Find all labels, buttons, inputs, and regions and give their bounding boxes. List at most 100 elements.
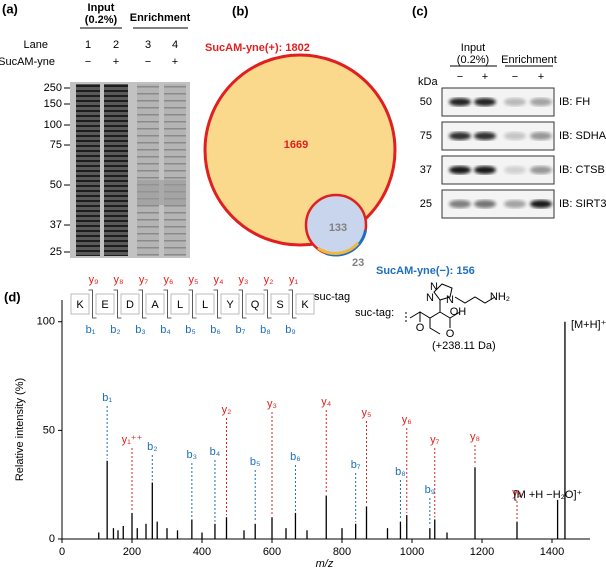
peak-label: y₉ [512,487,522,499]
atom: N [446,294,454,306]
venn-label: SucAM-yne(−): 156 [376,265,475,277]
marker-label: 37 [50,219,62,231]
band [504,98,526,106]
peak-label: b₉ [425,484,435,496]
y-ion: y₆ [164,274,174,286]
panel-label: (d) [4,289,21,304]
residue-box [95,293,115,315]
marker-label: 50 [50,179,62,191]
y-tick-label: 0 [49,533,55,545]
peak-label: b₃ [187,449,198,461]
atom: O [446,328,455,340]
y-tick-label: 100 [37,316,55,328]
probe-sign: + [172,56,178,68]
row-label: SucAM-yne [0,56,55,68]
residue: L [177,299,183,311]
x-axis-label: m/z [316,558,334,570]
cleavage [263,289,272,319]
cleavage [138,289,147,319]
venn-count: 133 [329,222,347,234]
y-ion: y₇ [139,274,149,286]
residue: K [301,299,309,311]
venn-label: SucAM-yne(+): 1802 [205,42,310,54]
probe-sign: + [482,71,488,83]
peak-label: [M+H]⁺ [571,319,606,331]
marker-label: 150 [44,98,62,110]
gel-image [70,82,190,258]
band [449,98,471,106]
peak-label: y₄ [321,396,332,408]
atom: N [430,281,438,293]
cleavage [238,289,247,319]
band [504,166,526,174]
probe-sign: − [85,56,91,68]
marker-label: 25 [50,246,62,258]
cleavage [213,289,222,319]
band [449,132,471,140]
y-tick-label: 50 [43,424,55,436]
band [504,200,526,208]
x-tick-label: 0 [59,546,65,558]
peak-label: y₆ [402,414,412,426]
lane-number: 3 [145,39,151,51]
tag-mass: (+238.11 Da) [432,340,496,352]
band [449,200,471,208]
marker-label: 100 [44,119,62,131]
band [449,166,471,174]
residue: Y [226,299,234,311]
row-label: Lane [24,39,48,51]
residue-box [245,293,265,315]
probe-sign: − [512,71,518,83]
residue-box [120,293,140,315]
residue: Q [251,299,260,311]
peak-label: b₂ [147,441,157,453]
band [474,132,496,140]
x-tick-label: 600 [263,546,281,558]
probe-sign: + [113,56,119,68]
y-ion: y₈ [113,274,123,286]
y-ion: y₃ [239,274,249,286]
header: (0.2%) [85,14,118,26]
band [474,166,496,174]
residue-box [220,293,240,315]
blot-label: IB: SIRT3 [559,198,606,210]
b-ion: b₁ [86,324,96,336]
b-ion: b₃ [135,324,146,336]
y-ion: y₄ [214,274,225,286]
peak-label: b₁ [102,392,112,404]
marker-label: 37 [420,164,432,176]
header: Enrichment [130,12,191,24]
y-ion: y₁ [289,274,299,286]
residue-box [170,293,190,315]
x-tick-label: 200 [123,546,141,558]
peak-label: y₃ [267,398,277,410]
header: Input [461,42,485,54]
residue-box [270,293,290,315]
header: (0.2%) [457,54,489,66]
lane-number: 2 [113,39,119,51]
residue-box [145,293,165,315]
residue: S [276,299,283,311]
peak-label: y₈ [470,431,480,443]
cleavage [88,289,97,319]
modification: suc-tag [314,291,350,303]
y-ion: y₉ [89,274,99,286]
cleavage [288,289,297,319]
marker-label: 75 [50,139,62,151]
band [530,98,552,106]
peak-label: y₁⁺⁺ [122,434,143,446]
kda-label: kDa [418,76,438,88]
structure [405,283,496,335]
atom: O [416,322,425,334]
probe-sign: − [145,56,151,68]
peak-label: y₅ [362,407,372,419]
peak-label: [M +H −H₂O]⁺ [514,489,583,501]
panel-label: (a) [2,1,18,16]
residue-box [195,293,215,315]
peak-label: y₇ [430,434,440,446]
band [530,166,552,174]
peak-label: b₈ [395,466,406,478]
b-ion: b₉ [285,324,295,336]
probe-sign: + [538,71,544,83]
x-tick-label: 400 [193,546,211,558]
